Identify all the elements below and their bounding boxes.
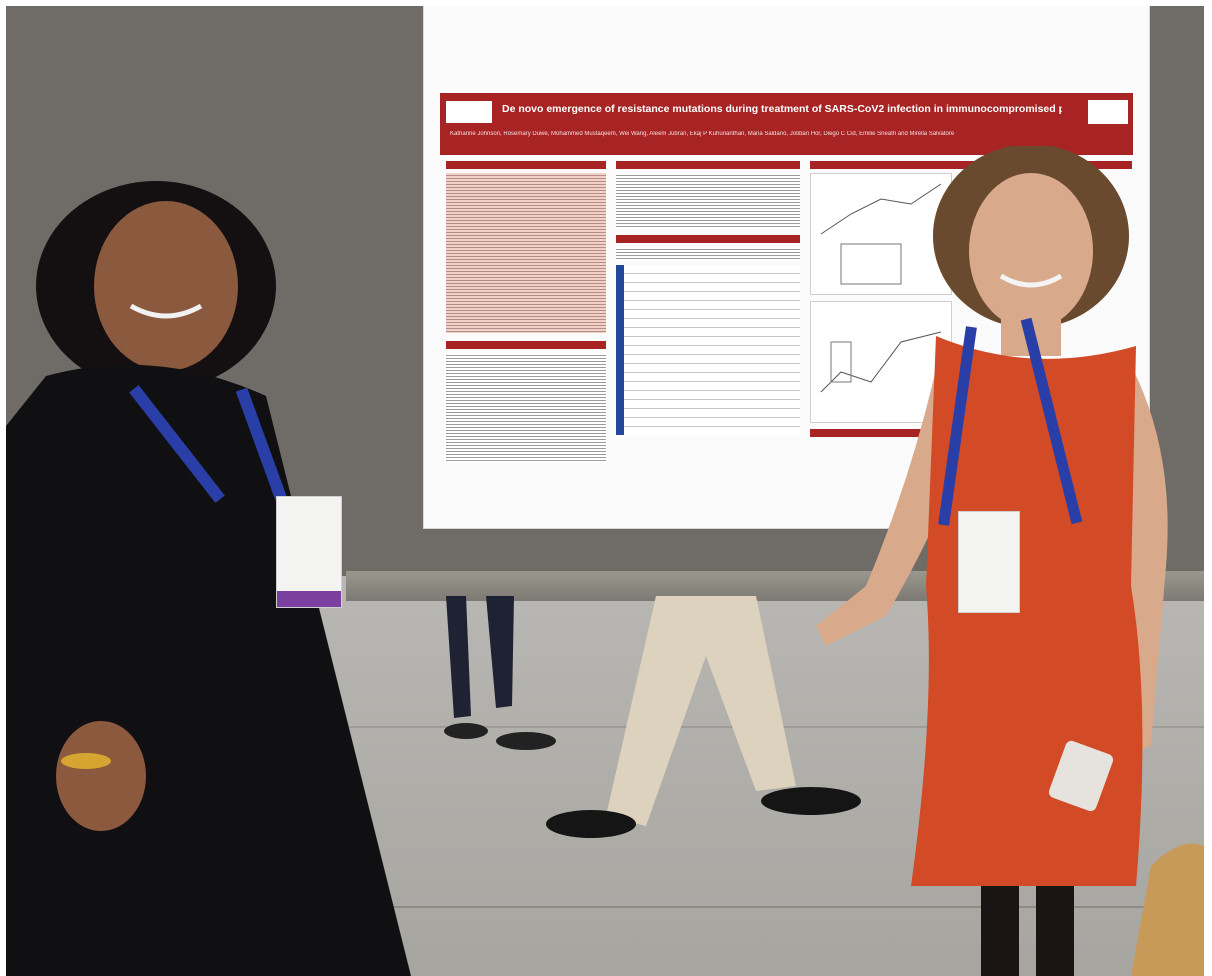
abstract-text-block (446, 173, 606, 333)
results-text-block (616, 247, 800, 261)
poster-header: De novo emergence of resistance mutation… (440, 93, 1133, 155)
poster-column-2 (616, 161, 800, 435)
badge-ribbon (277, 591, 341, 607)
institution-logo (446, 101, 492, 123)
section-header-bar (446, 341, 606, 349)
floor-seam (6, 906, 1204, 908)
section-header-bar (616, 235, 800, 243)
figure-panel (810, 173, 952, 295)
results-table (616, 265, 800, 435)
bag-bottom-right (1131, 843, 1204, 976)
poster-title: De novo emergence of resistance mutation… (502, 103, 1062, 115)
partner-logo (1088, 100, 1128, 124)
section-header-bar (810, 429, 930, 437)
floor-seam (6, 726, 1204, 728)
figure-bar-chart (820, 331, 942, 393)
conference-badge-right (958, 511, 1020, 613)
section-header-bar (616, 161, 800, 169)
walking-person-legs (444, 596, 861, 838)
introduction-text-block (446, 353, 606, 463)
poster-authors: Katharine Johnson, Rosemary Duwe, Mohamm… (450, 131, 955, 137)
methods-text-block (616, 173, 800, 229)
section-header-bar (446, 161, 606, 169)
person-left (6, 181, 411, 976)
conference-photo: De novo emergence of resistance mutation… (6, 6, 1204, 976)
conference-badge-left (276, 496, 342, 608)
poster-column-1 (446, 161, 606, 463)
figure-line-chart (820, 183, 942, 285)
person-right (816, 146, 1168, 976)
